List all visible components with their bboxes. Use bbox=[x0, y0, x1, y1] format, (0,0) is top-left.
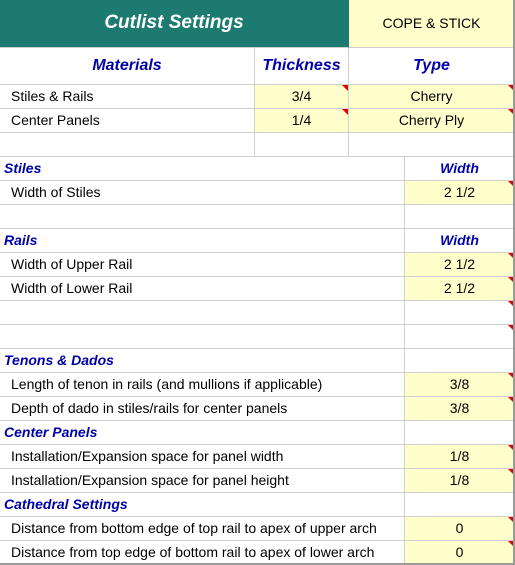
setting-label: Distance from bottom edge of top rail to… bbox=[0, 517, 405, 541]
type-column-header: Type bbox=[349, 48, 515, 85]
material-row-label: Stiles & Rails bbox=[0, 85, 255, 109]
materials-column-header: Materials bbox=[0, 48, 255, 85]
tenons-dados-section-heading: Tenons & Dados bbox=[0, 349, 405, 373]
center-panels-type-cell[interactable]: Cherry Ply bbox=[349, 109, 515, 133]
rails-section-heading: Rails bbox=[0, 229, 405, 253]
stiles-rails-type-cell[interactable]: Cherry bbox=[349, 85, 515, 109]
setting-label: Width of Lower Rail bbox=[0, 277, 405, 301]
sheet-title: Cutlist Settings bbox=[0, 0, 349, 48]
blank-cell bbox=[405, 205, 515, 229]
rails-width-header: Width bbox=[405, 229, 515, 253]
blank-cell bbox=[405, 421, 515, 445]
setting-label: Installation/Expansion space for panel w… bbox=[0, 445, 405, 469]
setting-label: Length of tenon in rails (and mullions i… bbox=[0, 373, 405, 397]
tenon-length-cell[interactable]: 3/8 bbox=[405, 373, 515, 397]
setting-label: Width of Upper Rail bbox=[0, 253, 405, 277]
panel-width-space-cell[interactable]: 1/8 bbox=[405, 445, 515, 469]
blank-cell bbox=[349, 133, 515, 157]
blank-cell bbox=[405, 349, 515, 373]
stiles-rails-thickness-cell[interactable]: 3/4 bbox=[255, 85, 349, 109]
cathedral-section-heading: Cathedral Settings bbox=[0, 493, 405, 517]
blank-cell bbox=[0, 325, 405, 349]
lower-arch-distance-cell[interactable]: 0 bbox=[405, 541, 515, 565]
blank-cell bbox=[255, 133, 349, 157]
blank-cell bbox=[0, 133, 255, 157]
setting-label: Distance from top edge of bottom rail to… bbox=[0, 541, 405, 565]
upper-arch-distance-cell[interactable]: 0 bbox=[405, 517, 515, 541]
setting-label: Width of Stiles bbox=[0, 181, 405, 205]
material-row-label: Center Panels bbox=[0, 109, 255, 133]
blank-cell bbox=[405, 325, 515, 349]
setting-label: Installation/Expansion space for panel h… bbox=[0, 469, 405, 493]
stiles-width-header: Width bbox=[405, 157, 515, 181]
panel-height-space-cell[interactable]: 1/8 bbox=[405, 469, 515, 493]
thickness-column-header: Thickness bbox=[255, 48, 349, 85]
stiles-section-heading: Stiles bbox=[0, 157, 405, 181]
lower-rail-width-cell[interactable]: 2 1/2 bbox=[405, 277, 515, 301]
setting-label: Depth of dado in stiles/rails for center… bbox=[0, 397, 405, 421]
blank-cell bbox=[405, 493, 515, 517]
construction-style-cell[interactable]: COPE & STICK bbox=[349, 0, 515, 48]
stile-width-cell[interactable]: 2 1/2 bbox=[405, 181, 515, 205]
blank-cell bbox=[0, 301, 405, 325]
dado-depth-cell[interactable]: 3/8 bbox=[405, 397, 515, 421]
upper-rail-width-cell[interactable]: 2 1/2 bbox=[405, 253, 515, 277]
blank-cell bbox=[0, 205, 405, 229]
center-panels-section-heading: Center Panels bbox=[0, 421, 405, 445]
center-panels-thickness-cell[interactable]: 1/4 bbox=[255, 109, 349, 133]
blank-cell bbox=[405, 301, 515, 325]
